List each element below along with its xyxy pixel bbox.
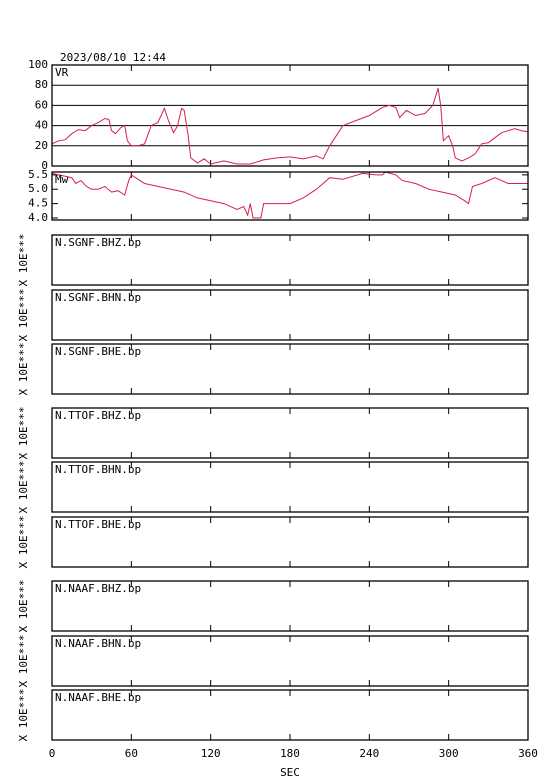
y-tick-label: 4.5	[28, 197, 48, 210]
trace-scale-label: X 10E***	[17, 407, 30, 460]
trace-scale-label: X 10E***	[17, 635, 30, 688]
x-tick-label: 360	[518, 747, 538, 760]
panel-frame	[51, 64, 529, 167]
y-tick-label: 0	[41, 159, 48, 172]
y-tick-label: 40	[35, 119, 48, 132]
timestamp: 2023/08/10 12:44	[60, 51, 166, 64]
trace-scale-label: X 10E***	[17, 461, 30, 514]
y-tick-label: 60	[35, 98, 48, 111]
trace-label: N.NAAF.BHZ.bp	[55, 582, 141, 595]
x-tick-label: 120	[201, 747, 221, 760]
data-line	[51, 171, 528, 219]
x-axis-label: SEC	[280, 766, 300, 779]
trace-label: N.TTOF.BHE.bp	[55, 518, 141, 531]
panel-title: VR	[55, 66, 69, 79]
trace-label: N.SGNF.BHE.bp	[55, 345, 141, 358]
trace-scale-label: X 10E***	[17, 234, 30, 287]
x-tick-label: 240	[359, 747, 379, 760]
x-tick-label: 0	[49, 747, 56, 760]
y-tick-label: 20	[35, 139, 48, 152]
y-tick-label: 100	[28, 58, 48, 71]
panel-title: Mw	[55, 173, 69, 186]
trace-scale-label: X 10E***	[17, 580, 30, 633]
x-tick-label: 180	[280, 747, 300, 760]
y-tick-label: 4.0	[28, 211, 48, 224]
trace-label: N.NAAF.BHE.bp	[55, 691, 141, 704]
trace-label: N.SGNF.BHZ.bp	[55, 236, 141, 249]
x-tick-label: 60	[125, 747, 138, 760]
y-tick-label: 5.0	[28, 182, 48, 195]
y-tick-label: 5.5	[28, 168, 48, 181]
trace-scale-label: X 10E***	[17, 516, 30, 569]
y-tick-label: 80	[35, 78, 48, 91]
trace-label: N.NAAF.BHN.bp	[55, 637, 141, 650]
trace-scale-label: X 10E***	[17, 689, 30, 742]
data-line	[51, 88, 529, 165]
trace-scale-label: X 10E***	[17, 289, 30, 342]
trace-label: N.TTOF.BHZ.bp	[55, 409, 141, 422]
panel-frame	[51, 171, 529, 221]
trace-label: N.SGNF.BHN.bp	[55, 291, 141, 304]
x-tick-label: 300	[439, 747, 459, 760]
trace-label: N.TTOF.BHN.bp	[55, 463, 141, 476]
trace-scale-label: X 10E***	[17, 343, 30, 396]
